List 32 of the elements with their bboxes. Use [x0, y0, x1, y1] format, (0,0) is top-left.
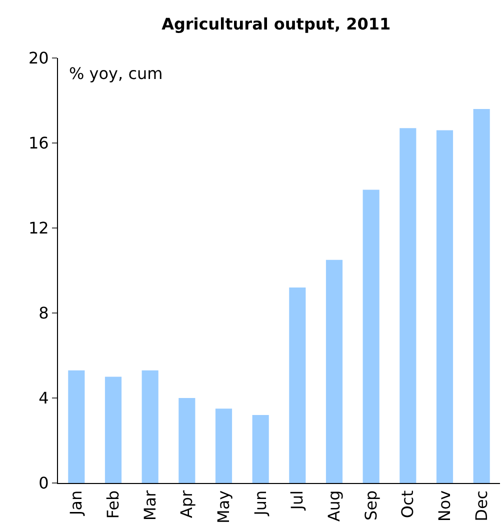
y-tick-label: 0 — [38, 474, 49, 493]
bar — [252, 415, 269, 483]
x-tick-label: Sep — [361, 490, 380, 521]
y-tick-label: 16 — [28, 134, 49, 153]
y-tick-label: 4 — [38, 388, 49, 408]
y-axis-title: % yoy, cum — [69, 64, 163, 83]
y-tick-label: 8 — [38, 304, 49, 323]
bar — [326, 260, 343, 483]
x-tick-label: Mar — [140, 490, 160, 521]
bar — [68, 370, 85, 483]
bar — [104, 376, 122, 483]
chart-title: Agricultural output, 2011 — [162, 14, 391, 34]
bar — [436, 130, 454, 483]
x-tick-label: Jan — [66, 490, 86, 516]
x-tick-label: Jul — [288, 490, 307, 511]
x-tick-label: Apr — [177, 490, 196, 518]
bar — [473, 109, 490, 483]
x-tick-label: Oct — [398, 490, 418, 518]
bar — [178, 398, 196, 483]
x-tick-label: May — [214, 490, 233, 524]
bar — [142, 370, 158, 483]
x-tick-label: Jun — [250, 490, 270, 516]
bar — [289, 288, 306, 483]
y-tick-label: 20 — [28, 48, 49, 68]
x-tick-label: Nov — [434, 490, 454, 522]
x-tick-label: Feb — [103, 490, 122, 519]
bar — [400, 128, 416, 483]
bar — [362, 190, 380, 483]
y-tick-label: 12 — [28, 218, 49, 238]
x-tick-label: Dec — [472, 490, 491, 522]
bar — [215, 408, 232, 483]
x-tick-label: Aug — [324, 490, 344, 522]
